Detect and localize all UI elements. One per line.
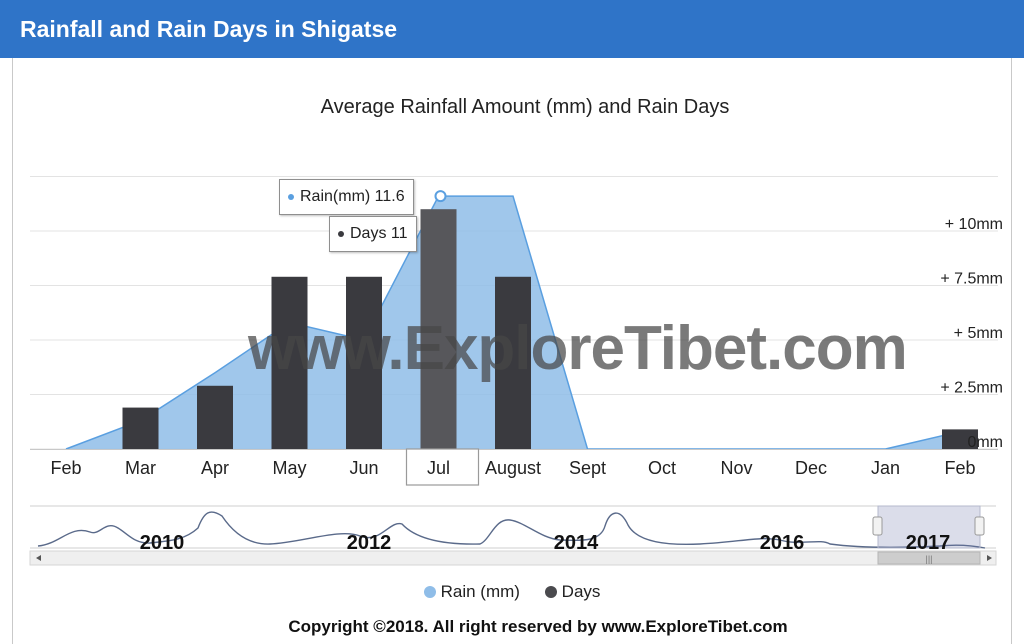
rain-dot-icon — [288, 193, 294, 200]
navigator-year-label: 2016 — [760, 532, 805, 554]
chart-panel — [12, 58, 1012, 644]
days-bar — [271, 276, 308, 449]
x-tick-label: Sept — [569, 458, 606, 478]
y-tick-label: + 2.5mm — [940, 380, 1003, 397]
y-tick-label: + 10mm — [945, 216, 1003, 233]
days-bar — [197, 385, 233, 449]
x-tick-label: Mar — [125, 458, 156, 478]
days-bar — [942, 429, 978, 449]
navigator-scrollbar-track — [29, 550, 997, 566]
scroll-right-arrow-icon[interactable] — [987, 555, 992, 561]
legend-days-label: Days — [561, 582, 601, 601]
x-tick-label: Feb — [50, 458, 81, 478]
y-tick-label: 0mm — [967, 434, 1003, 451]
legend-rain-label: Rain (mm) — [440, 582, 520, 601]
navigator-line — [37, 511, 986, 549]
navigator-selection — [877, 505, 981, 549]
y-tick-label: + 7.5mm — [940, 271, 1003, 288]
days-bar — [495, 276, 531, 449]
days-bar — [346, 276, 382, 449]
days-bar — [420, 209, 457, 449]
x-tick-label: Jan — [871, 458, 900, 478]
x-tick-label: Dec — [795, 458, 827, 478]
navigator-scrollbar-thumb — [877, 551, 981, 565]
scrollbar-grip-icon: ||| — [925, 554, 932, 564]
days-dot-icon — [338, 230, 344, 237]
x-tick-label: Feb — [944, 458, 975, 478]
days-tooltip: Days 11 — [329, 216, 417, 252]
days-tooltip-text: Days 11 — [350, 225, 408, 242]
days-bar — [122, 407, 159, 449]
navigator-year-label: 2010 — [140, 532, 185, 554]
rain-legend-icon — [423, 586, 436, 598]
x-tick-label: Jul — [427, 458, 450, 478]
x-tick-label: Oct — [648, 458, 676, 478]
navigator-year-label: 2017 — [906, 532, 951, 554]
x-tick-label: Apr — [201, 458, 229, 478]
navigator-left-handle — [872, 516, 883, 536]
x-tick-label: May — [272, 458, 306, 478]
chart-title: Average Rainfall Amount (mm) and Rain Da… — [320, 96, 730, 118]
page-header: Rainfall and Rain Days in Shigatse — [0, 0, 1024, 58]
x-tick-label: Nov — [720, 458, 752, 478]
copyright-text: Copyright ©2018. All right reserved by w… — [288, 617, 788, 636]
x-tick-label: Jun — [349, 458, 378, 478]
watermark-text: www.ExploreTibet.com — [248, 314, 908, 383]
navigator-right-handle — [974, 516, 985, 536]
legend-item-rain[interactable]: Rain (mm) — [423, 582, 520, 602]
navigator-year-label: 2014 — [554, 532, 599, 554]
y-tick-label: + 5mm — [954, 325, 1003, 342]
navigator-year-label: 2012 — [347, 532, 392, 554]
rain-point-marker — [434, 190, 447, 203]
chart-legend: Rain (mm) Days — [0, 582, 1024, 602]
rain-tooltip: Rain(mm) 11.6 — [279, 179, 414, 215]
rain-tooltip-text: Rain(mm) 11.6 — [300, 188, 405, 205]
page-title: Rainfall and Rain Days in Shigatse — [20, 16, 398, 42]
scroll-left-arrow-icon[interactable] — [36, 555, 41, 561]
days-legend-icon — [544, 586, 557, 598]
x-tick-label: August — [485, 458, 541, 478]
legend-item-days[interactable]: Days — [544, 582, 601, 602]
highlighted-category-box — [405, 448, 480, 486]
